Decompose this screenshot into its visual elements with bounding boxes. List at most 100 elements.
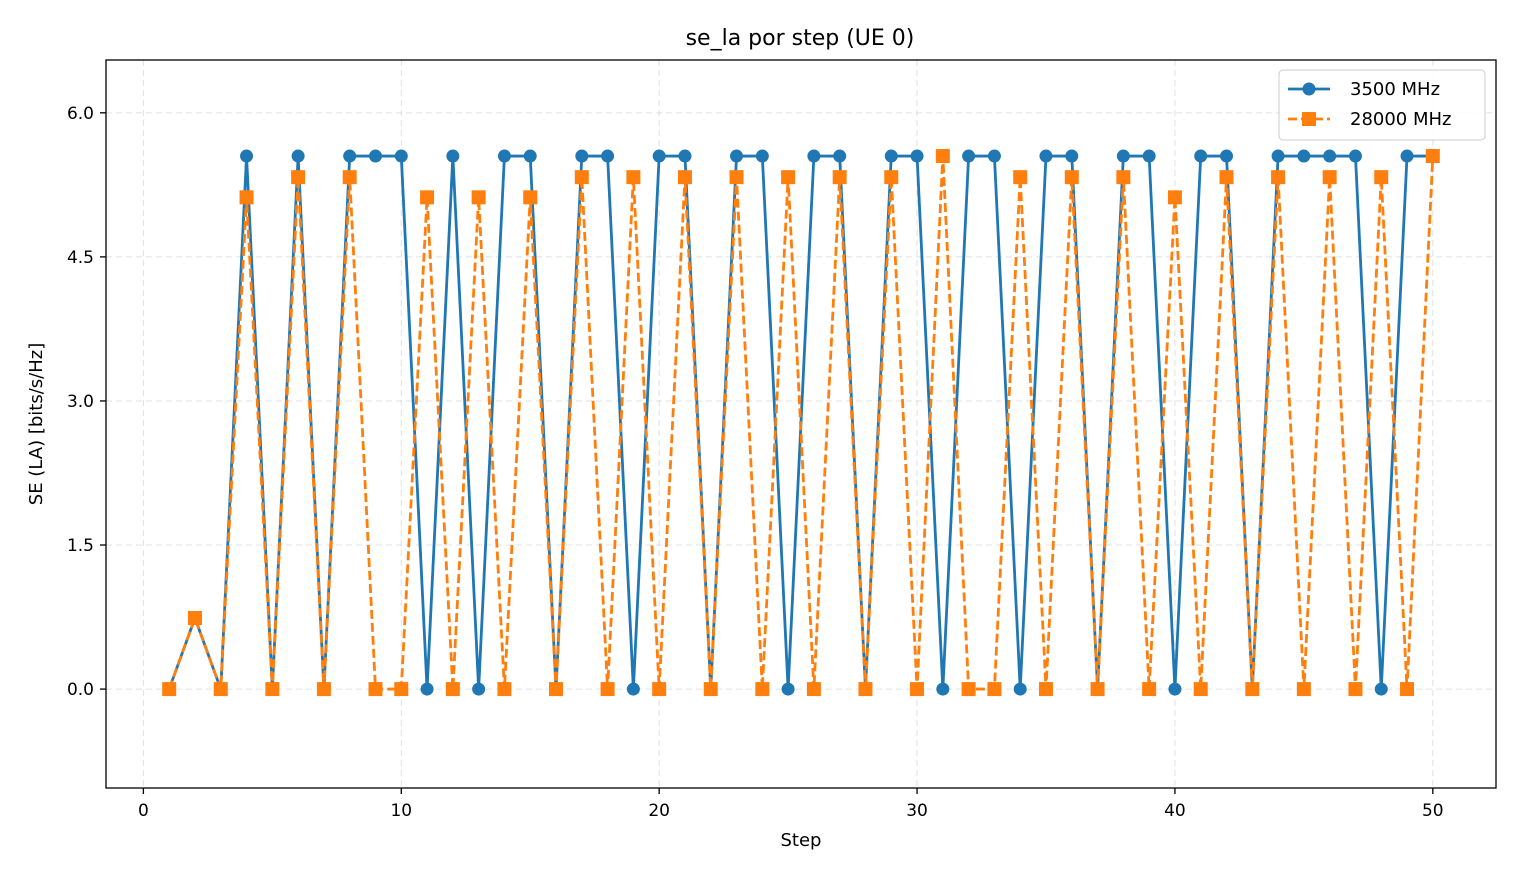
data-point (987, 149, 1001, 163)
data-point (832, 170, 847, 185)
data-point (1348, 149, 1362, 163)
data-point (935, 149, 950, 164)
data-point (755, 682, 770, 697)
data-point (1374, 682, 1388, 696)
data-point (703, 682, 718, 697)
data-point (394, 682, 409, 697)
data-point (1013, 682, 1027, 696)
data-point (1271, 149, 1285, 163)
data-point (678, 149, 692, 163)
data-point (626, 682, 640, 696)
data-point (962, 149, 976, 163)
data-point (1323, 149, 1337, 163)
data-point (961, 682, 976, 697)
data-point (549, 682, 564, 697)
data-point (781, 170, 796, 185)
data-point (445, 682, 460, 697)
data-point (1348, 682, 1363, 697)
x-tick-label: 0 (138, 801, 149, 821)
data-point (162, 682, 177, 697)
data-point (833, 149, 847, 163)
data-point (239, 190, 254, 205)
y-tick-label: 1.5 (67, 536, 94, 556)
data-point (1142, 149, 1156, 163)
data-point (497, 682, 512, 697)
data-point (291, 170, 306, 185)
axis-ticks: 0 10 20 30 40 50 0.0 1.5 3.0 4.5 6.0 (67, 104, 1444, 821)
data-point (1193, 682, 1208, 697)
x-tick-label: 10 (390, 801, 412, 821)
plot-series (162, 149, 1440, 697)
data-point (1425, 149, 1440, 164)
y-tick-label: 3.0 (67, 392, 94, 412)
data-point (1220, 149, 1234, 163)
data-point (626, 170, 641, 185)
data-point (291, 149, 305, 163)
plot-frame (105, 59, 1497, 789)
data-point (755, 149, 769, 163)
data-point (1142, 682, 1157, 697)
data-point (1065, 149, 1079, 163)
data-point (575, 149, 589, 163)
data-point (1116, 170, 1131, 185)
data-point (523, 190, 538, 205)
data-point (729, 170, 744, 185)
data-point (1374, 170, 1389, 185)
data-point (420, 682, 434, 696)
data-point (1038, 682, 1053, 697)
data-point (1168, 682, 1182, 696)
data-point (1194, 149, 1208, 163)
data-point (368, 149, 382, 163)
data-point (342, 170, 357, 185)
data-point (497, 149, 511, 163)
y-tick-label: 6.0 (67, 104, 94, 124)
data-point (1245, 682, 1260, 697)
data-point (420, 190, 435, 205)
data-point (1271, 170, 1286, 185)
data-point (600, 682, 615, 697)
legend-box (1278, 69, 1486, 141)
x-tick-label: 20 (648, 801, 670, 821)
data-point (316, 682, 331, 697)
data-point (240, 149, 254, 163)
legend-entry-28000-mhz: 28000 MHz (1288, 109, 1452, 130)
data-point (343, 149, 357, 163)
y-axis-label: SE (LA) [bits/s/Hz] (26, 343, 47, 505)
data-point (730, 149, 744, 163)
data-point (987, 682, 1002, 697)
y-tick-label: 0.0 (67, 680, 94, 700)
legend-marker (1302, 112, 1316, 126)
data-point (213, 682, 228, 697)
data-point (1297, 149, 1311, 163)
x-tick-label: 30 (906, 801, 928, 821)
data-point (1064, 170, 1079, 185)
x-tick-label: 40 (1164, 801, 1186, 821)
data-point (910, 682, 925, 697)
data-point (523, 149, 537, 163)
data-point (1116, 149, 1130, 163)
data-point (368, 682, 383, 697)
data-point (652, 682, 667, 697)
legend-entry-3500-mhz: 3500 MHz (1288, 79, 1440, 100)
data-point (652, 149, 666, 163)
data-point (265, 682, 280, 697)
series-28000-mhz (162, 149, 1440, 697)
data-point (1400, 682, 1415, 697)
data-point (394, 149, 408, 163)
data-point (471, 190, 486, 205)
data-point (601, 149, 615, 163)
data-point (1039, 149, 1053, 163)
data-point (910, 149, 924, 163)
data-point (807, 149, 821, 163)
data-point (1090, 682, 1105, 697)
data-point (1322, 170, 1337, 185)
x-tick-label: 50 (1422, 801, 1444, 821)
data-point (884, 170, 899, 185)
data-point (677, 170, 692, 185)
data-point (574, 170, 589, 185)
legend-label: 3500 MHz (1350, 79, 1440, 100)
y-tick-label: 4.5 (67, 248, 94, 268)
